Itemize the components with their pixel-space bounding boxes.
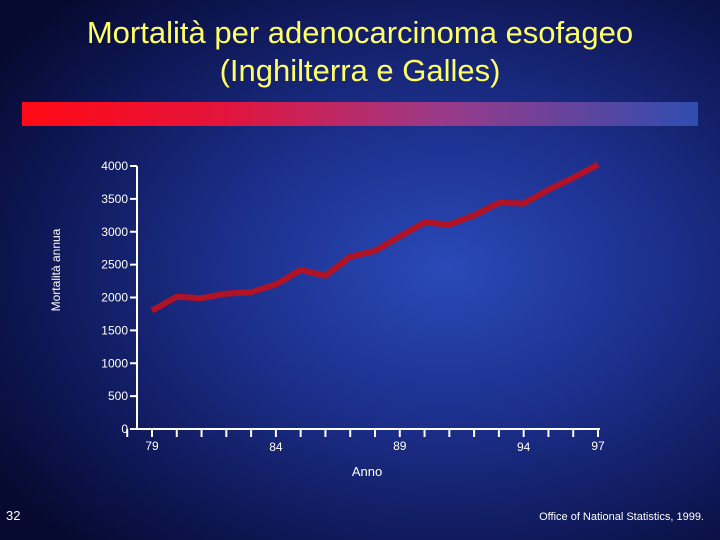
y-tick-label: 3500 [101, 192, 128, 206]
x-tick-label: 97 [591, 439, 605, 453]
x-tick-label: 89 [393, 439, 407, 453]
x-tick-label: 84 [269, 440, 283, 454]
y-tick-label: 4000 [101, 159, 128, 173]
y-tick-label: 2000 [101, 291, 128, 305]
slide-number: 32 [6, 508, 21, 523]
x-tick-label: 79 [145, 439, 159, 453]
title-gradient-bar [22, 102, 698, 126]
y-tick-label: 0 [121, 422, 128, 436]
slide-title: Mortalità per adenocarcinoma esofageo (I… [0, 14, 720, 90]
x-axis-label: Anno [351, 464, 383, 479]
title-line-2: (Inghilterra e Galles) [219, 53, 501, 88]
x-tick-label: 94 [517, 440, 531, 454]
y-tick-label: 500 [108, 389, 128, 403]
series-line [150, 162, 600, 314]
x-axis: 79 84 89 94 97 [126, 428, 605, 454]
y-tick-label: 3000 [101, 225, 128, 239]
source-note: Office of National Statistics, 1999. [539, 511, 704, 523]
y-axis: 0 500 1000 1500 2000 2500 3000 3500 4000 [101, 159, 138, 436]
y-tick-label: 1000 [101, 356, 128, 370]
title-line-1: Mortalità per adenocarcinoma esofageo [86, 15, 634, 50]
series-group [150, 162, 600, 314]
y-tick-label: 1500 [101, 323, 128, 337]
y-tick-label: 2500 [101, 258, 128, 272]
